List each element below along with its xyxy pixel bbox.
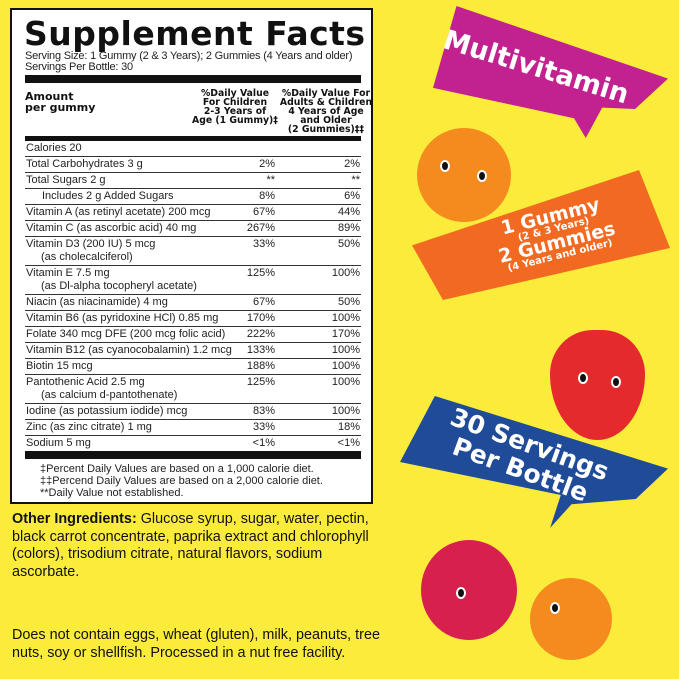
- nutrient-row: Vitamin B6 (as pyridoxine HCl) 0.85 mg 17…: [25, 310, 361, 326]
- nutrient-name: Zinc (as zinc citrate) 1 mg: [26, 421, 152, 433]
- nutrient-row: Total Sugars 2 g ** **: [25, 172, 361, 188]
- calories-row: Calories 20: [26, 142, 82, 154]
- dv-adults: 100%: [331, 360, 360, 372]
- nutrient-name: Vitamin A (as retinyl acetate) 200 mcg: [26, 206, 211, 218]
- raspberry-character: [421, 540, 517, 640]
- label-title: Supplement Facts: [24, 14, 366, 53]
- nutrient-row: Zinc (as zinc citrate) 1 mg 33% 18%: [25, 419, 361, 435]
- nutrient-row: Vitamin A (as retinyl acetate) 200 mcg 67…: [25, 204, 361, 220]
- dv-adults: 170%: [331, 328, 360, 340]
- nutrient-row: Niacin (as niacinamide) 4 mg 67% 50%: [25, 294, 361, 310]
- nutrient-name: Sodium 5 mg: [26, 437, 91, 449]
- dv-adults: <1%: [337, 437, 360, 449]
- dv-children: 125%: [246, 376, 275, 388]
- eye-icon: [611, 376, 621, 388]
- nutrient-source: (as cholecalciferol): [41, 251, 133, 263]
- dv-children: 222%: [246, 328, 275, 340]
- eye-icon: [440, 160, 450, 172]
- dv-children: 188%: [246, 360, 275, 372]
- nutrient-name: Biotin 15 mcg: [26, 360, 93, 372]
- nutrient-row: Vitamin C (as ascorbic acid) 40 mg 267% 89…: [25, 220, 361, 236]
- divider-thick: [25, 451, 361, 459]
- footnotes: ‡Percent Daily Values are based on a 1,0…: [40, 463, 323, 499]
- dv-adults: 6%: [344, 190, 360, 202]
- strawberry-character: [550, 330, 645, 440]
- nutrient-name: Folate 340 mcg DFE (200 mcg folic acid): [26, 328, 226, 340]
- serving-size: Serving Size: 1 Gummy (2 & 3 Years); 2 G…: [25, 50, 353, 62]
- nutrient-row: Iodine (as potassium iodide) mcg 83% 100%: [25, 403, 361, 419]
- allergen-statement: Does not contain eggs, wheat (gluten), m…: [12, 627, 380, 661]
- nutrient-source: (as calcium d-pantothenate): [41, 389, 178, 401]
- amount-header: Amount per gummy: [25, 90, 96, 114]
- dv-children: <1%: [252, 437, 275, 449]
- col2-header: %Daily Value For Adults & Children 4 Years…: [279, 88, 373, 135]
- nutrient-name: Includes 2 g Added Sugars: [42, 190, 174, 202]
- dv-children: 33%: [252, 238, 275, 250]
- dv-children: 83%: [252, 405, 275, 417]
- nutrient-row: Pantothenic Acid 2.5 mg (as calcium d-pan…: [25, 374, 361, 403]
- nutrient-row: Vitamin D3 (200 IU) 5 mcg (as cholecalcif…: [25, 236, 361, 265]
- nutrient-row: Biotin 15 mcg 188% 100%: [25, 358, 361, 374]
- dv-adults: 100%: [331, 344, 360, 356]
- nutrient-name: Total Sugars 2 g: [26, 174, 106, 186]
- dv-adults: 18%: [337, 421, 360, 433]
- nutrient-name: Vitamin E 7.5 mg: [26, 267, 110, 279]
- dv-children: 2%: [259, 158, 275, 170]
- dv-adults: 100%: [331, 376, 360, 388]
- dv-children: 125%: [246, 267, 275, 279]
- dv-adults: 100%: [331, 267, 360, 279]
- nutrient-row: Vitamin B12 (as cyanocobalamin) 1.2 mcg 1…: [25, 342, 361, 358]
- dv-adults: 50%: [337, 296, 360, 308]
- nutrient-name: Pantothenic Acid 2.5 mg: [26, 376, 145, 388]
- dv-adults: **: [351, 174, 360, 186]
- dv-adults: 89%: [337, 222, 360, 234]
- other-ingredients: Other Ingredients: Glucose syrup, sugar,…: [12, 511, 369, 580]
- dv-adults: 2%: [344, 158, 360, 170]
- nutrient-name: Iodine (as potassium iodide) mcg: [26, 405, 188, 417]
- dv-children: 67%: [252, 296, 275, 308]
- eye-icon: [550, 602, 560, 614]
- nutrient-name: Vitamin C (as ascorbic acid) 40 mg: [26, 222, 197, 234]
- dv-children: 67%: [252, 206, 275, 218]
- dv-children: 170%: [246, 312, 275, 324]
- divider-thick: [25, 75, 361, 83]
- nutrient-name: Vitamin D3 (200 IU) 5 mcg: [26, 238, 156, 250]
- nutrient-row: Sodium 5 mg <1% <1%: [25, 435, 361, 451]
- eye-icon: [578, 372, 588, 384]
- dv-children: 33%: [252, 421, 275, 433]
- divider-thick: [25, 136, 361, 141]
- nutrient-name: Vitamin B12 (as cyanocobalamin) 1.2 mcg: [26, 344, 232, 356]
- nutrient-table: Calories 20 Total Carbohydrates 3 g 2% 2% T…: [25, 141, 361, 451]
- nutrient-row: Total Carbohydrates 3 g 2% 2%: [25, 156, 361, 172]
- supplement-facts-label: Supplement Facts Serving Size: 1 Gummy (…: [10, 8, 373, 504]
- eye-icon: [477, 170, 487, 182]
- orange-character-winking: [530, 578, 612, 660]
- nutrient-row: Vitamin E 7.5 mg (as Dl-alpha tocopheryl …: [25, 265, 361, 294]
- eye-icon: [456, 587, 466, 599]
- nutrient-name: Vitamin B6 (as pyridoxine HCl) 0.85 mg: [26, 312, 219, 324]
- dv-adults: 50%: [337, 238, 360, 250]
- dv-children: 133%: [246, 344, 275, 356]
- dv-adults: 44%: [337, 206, 360, 218]
- dv-children: 267%: [246, 222, 275, 234]
- nutrient-name: Niacin (as niacinamide) 4 mg: [26, 296, 168, 308]
- dv-adults: 100%: [331, 405, 360, 417]
- nutrient-row: Includes 2 g Added Sugars 8% 6%: [25, 188, 361, 204]
- servings-per-bottle: Servings Per Bottle: 30: [25, 61, 133, 73]
- nutrient-source: (as Dl-alpha tocopheryl acetate): [41, 280, 197, 292]
- dv-adults: 100%: [331, 312, 360, 324]
- nutrient-row: Folate 340 mcg DFE (200 mcg folic acid) 2…: [25, 326, 361, 342]
- nutrient-name: Total Carbohydrates 3 g: [26, 158, 143, 170]
- dv-children: **: [266, 174, 275, 186]
- orange-character: [417, 128, 511, 222]
- col1-header: %Daily Value For Children 2-3 Years of Age …: [192, 88, 278, 126]
- dv-children: 8%: [259, 190, 275, 202]
